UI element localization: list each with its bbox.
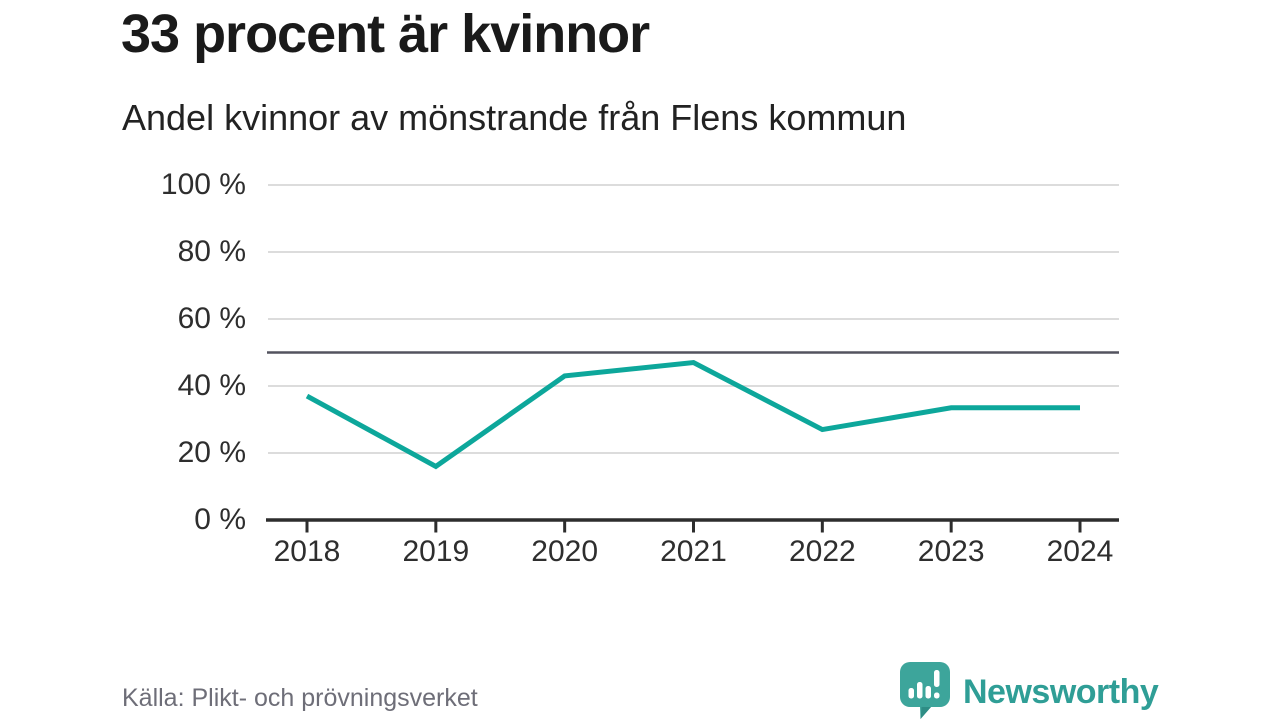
x-tick-label: 2021 <box>660 535 727 568</box>
y-tick-label: 80 % <box>177 235 246 268</box>
y-tick-label: 100 % <box>160 168 246 201</box>
y-tick-label: 20 % <box>177 436 246 469</box>
x-tick-label: 2022 <box>788 535 856 568</box>
brand-name: Newsworthy <box>963 673 1159 711</box>
y-tick-label: 40 % <box>177 369 246 402</box>
x-tick-label: 2024 <box>1046 535 1114 568</box>
newsworthy-brand: Newsworthy <box>897 661 1159 724</box>
chart-title: 33 procent är kvinnor <box>121 4 650 64</box>
y-tick-label: 60 % <box>177 302 246 335</box>
newsworthy-logo-icon <box>897 661 953 724</box>
series-line <box>305 359 1080 470</box>
y-tick-label: 0 % <box>194 503 246 536</box>
x-tick-label: 2020 <box>531 535 599 568</box>
x-tick-label: 2019 <box>402 535 470 568</box>
x-tick-label: 2018 <box>273 535 341 568</box>
x-tick-label: 2023 <box>917 535 985 568</box>
chart-subtitle: Andel kvinnor av mönstrande från Flens k… <box>122 97 907 138</box>
source-note: Källa: Plikt- och prövningsverket <box>122 684 478 712</box>
